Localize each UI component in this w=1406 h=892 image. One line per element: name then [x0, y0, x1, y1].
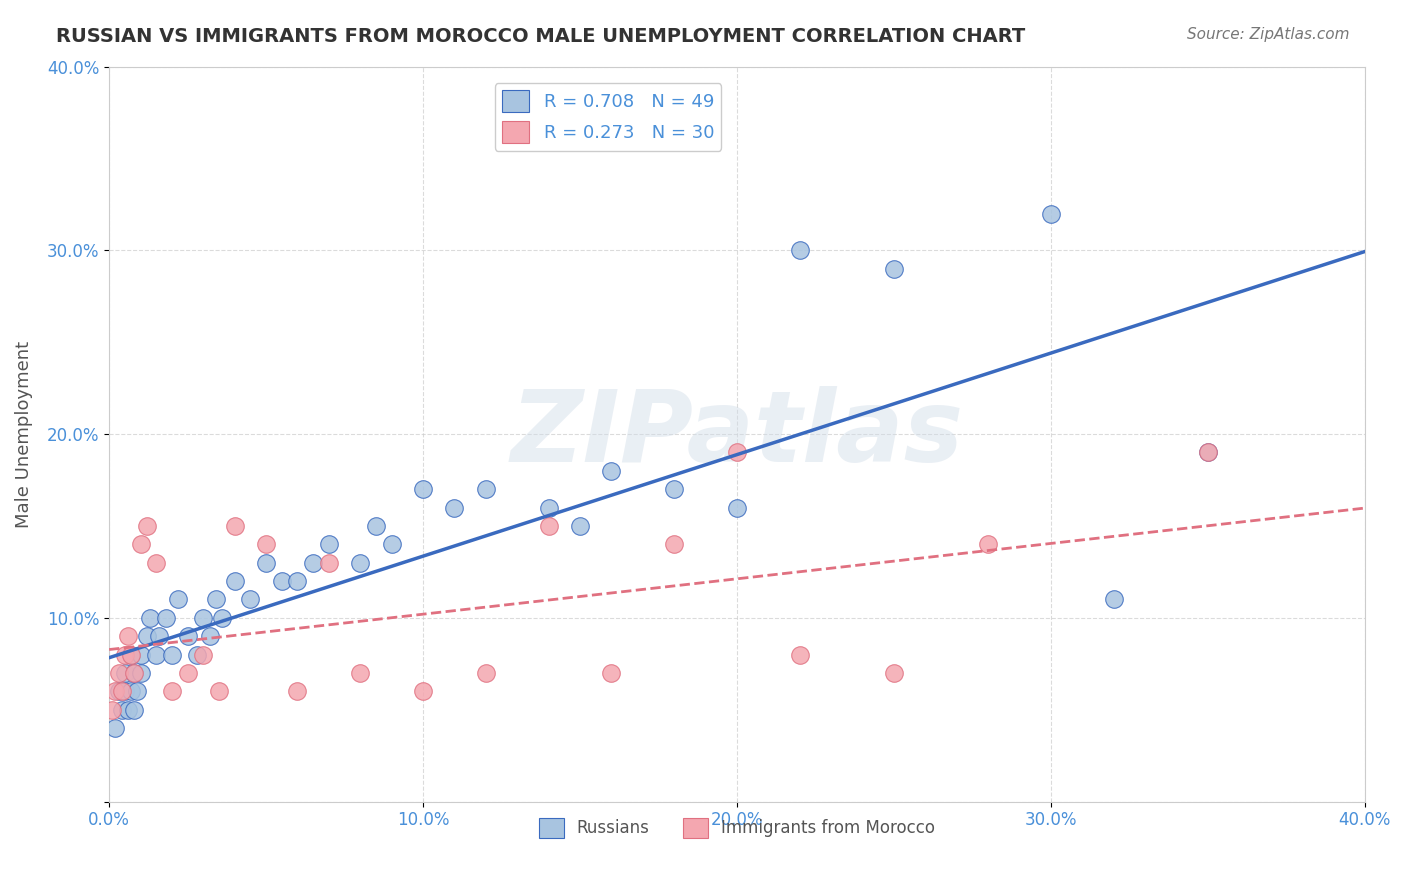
Point — [224, 519, 246, 533]
Point — [239, 592, 262, 607]
Point — [208, 684, 231, 698]
Point — [107, 665, 129, 680]
Point — [139, 611, 162, 625]
Point — [569, 519, 592, 533]
Point — [1102, 592, 1125, 607]
Point — [135, 629, 157, 643]
Point — [364, 519, 387, 533]
Legend: Russians, Immigrants from Morocco: Russians, Immigrants from Morocco — [531, 811, 942, 845]
Point — [600, 464, 623, 478]
Point — [122, 665, 145, 680]
Point — [135, 519, 157, 533]
Point — [381, 537, 404, 551]
Point — [160, 684, 183, 698]
Point — [129, 665, 152, 680]
Point — [101, 703, 124, 717]
Point — [537, 500, 560, 515]
Point — [145, 556, 167, 570]
Point — [662, 482, 685, 496]
Point — [475, 482, 498, 496]
Point — [254, 556, 277, 570]
Point — [193, 648, 215, 662]
Point — [120, 684, 142, 698]
Point — [129, 537, 152, 551]
Point — [1197, 445, 1219, 459]
Point — [600, 665, 623, 680]
Point — [120, 648, 142, 662]
Point — [412, 684, 434, 698]
Point — [117, 703, 139, 717]
Point — [254, 537, 277, 551]
Point — [1039, 206, 1062, 220]
Text: RUSSIAN VS IMMIGRANTS FROM MOROCCO MALE UNEMPLOYMENT CORRELATION CHART: RUSSIAN VS IMMIGRANTS FROM MOROCCO MALE … — [56, 27, 1025, 45]
Point — [977, 537, 1000, 551]
Point — [205, 592, 228, 607]
Y-axis label: Male Unemployment: Male Unemployment — [15, 341, 32, 528]
Point — [176, 665, 198, 680]
Point — [211, 611, 233, 625]
Point — [302, 556, 325, 570]
Point — [725, 500, 748, 515]
Point — [127, 684, 149, 698]
Point — [145, 648, 167, 662]
Point — [287, 574, 309, 588]
Point — [176, 629, 198, 643]
Point — [198, 629, 221, 643]
Point — [160, 648, 183, 662]
Point — [789, 244, 811, 258]
Point — [167, 592, 190, 607]
Point — [270, 574, 292, 588]
Point — [114, 648, 136, 662]
Point — [537, 519, 560, 533]
Point — [129, 648, 152, 662]
Point — [224, 574, 246, 588]
Point — [107, 684, 129, 698]
Point — [318, 537, 340, 551]
Point — [186, 648, 208, 662]
Point — [475, 665, 498, 680]
Point — [104, 721, 127, 735]
Point — [117, 629, 139, 643]
Point — [412, 482, 434, 496]
Point — [883, 665, 905, 680]
Point — [120, 648, 142, 662]
Point — [193, 611, 215, 625]
Point — [114, 684, 136, 698]
Point — [155, 611, 177, 625]
Point — [443, 500, 465, 515]
Point — [111, 703, 134, 717]
Point — [114, 665, 136, 680]
Point — [725, 445, 748, 459]
Point — [122, 665, 145, 680]
Text: Source: ZipAtlas.com: Source: ZipAtlas.com — [1187, 27, 1350, 42]
Point — [104, 684, 127, 698]
Point — [318, 556, 340, 570]
Point — [111, 684, 134, 698]
Point — [349, 556, 371, 570]
Point — [662, 537, 685, 551]
Point — [1197, 445, 1219, 459]
Point — [789, 648, 811, 662]
Point — [883, 261, 905, 276]
Point — [287, 684, 309, 698]
Point — [349, 665, 371, 680]
Point — [122, 703, 145, 717]
Text: ZIPatlas: ZIPatlas — [510, 385, 963, 483]
Point — [148, 629, 170, 643]
